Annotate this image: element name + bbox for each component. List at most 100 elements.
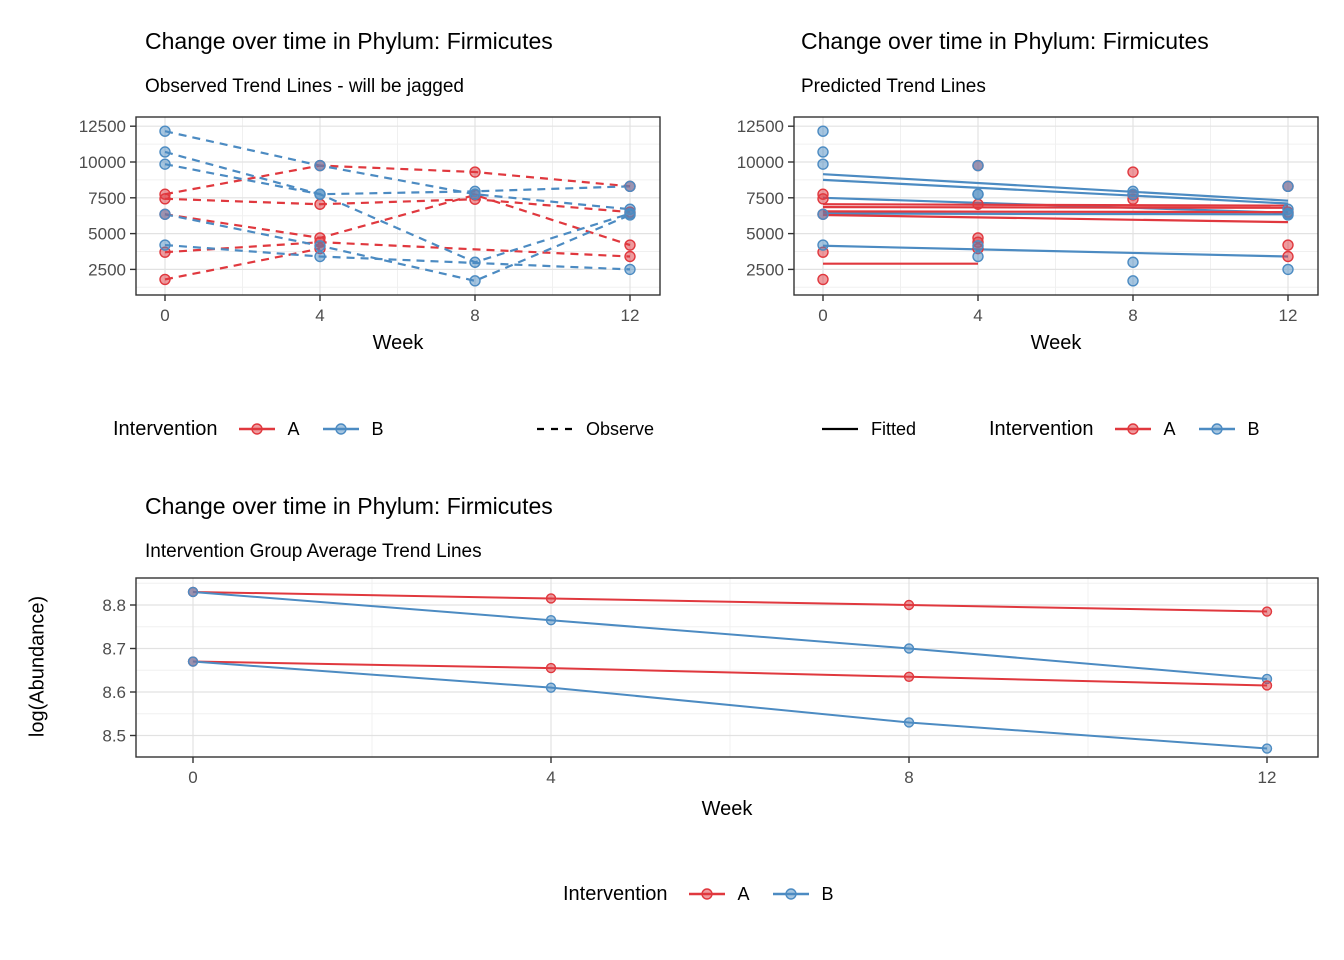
c2-point-a: [1127, 166, 1139, 178]
legend-label-b: B: [821, 883, 834, 904]
legend-label-b: B: [371, 418, 384, 439]
c2-x-tick-label: 0: [818, 306, 827, 325]
legend-label-b: B: [1247, 418, 1260, 439]
c2-trend-line-a: [822, 203, 1289, 207]
chart1-title: Change over time in Phylum: Firmicutes: [145, 28, 553, 54]
legend-title: Intervention: [989, 417, 1094, 440]
c2-point-a: [972, 198, 984, 210]
chart2-subtitle: Predicted Trend Lines: [801, 76, 986, 97]
c2-point-b: [1127, 256, 1139, 268]
c3-x-tick-label: 8: [904, 768, 913, 787]
c1-x-tick-label: 8: [470, 306, 479, 325]
c2-point-a: [1282, 250, 1294, 263]
c3-point-b: [545, 682, 557, 693]
legend-label-a: A: [737, 883, 750, 904]
c1-trend-line-b: [164, 150, 631, 196]
chart3-x-axis-title: Week: [701, 798, 753, 820]
c3-point-b: [187, 586, 199, 598]
c2-point-a: [817, 273, 829, 286]
legend-label-a: A: [1163, 418, 1176, 439]
chart1-linetype-legend: Observe: [536, 414, 654, 444]
c1-point-a: [624, 250, 636, 263]
c3-point-b: [1261, 743, 1273, 754]
chart2-color-legend: Intervention A B: [989, 414, 1260, 444]
c2-point-b: [972, 240, 984, 252]
c3-point-a: [1261, 606, 1273, 617]
legend-label-fitted: Fitted: [871, 418, 917, 439]
chart2-x-axis-title: Week: [1030, 332, 1082, 354]
c3-point-a: [903, 599, 915, 611]
c1-point-a: [469, 166, 481, 178]
c3-x-tick-label: 4: [546, 768, 555, 787]
legend-key-dashed-line-icon: [536, 419, 574, 439]
chart2-title: Change over time in Phylum: Firmicutes: [801, 28, 1209, 54]
c2-point-b: [817, 239, 829, 251]
c1-y-tick-label: 10000: [79, 153, 126, 172]
c3-trend-line-a: [192, 660, 1268, 687]
c2-panel: 0 4 8 12 2500 5000 7500 10000 12500: [737, 116, 1319, 325]
c2-trend-line-b: [822, 178, 1289, 205]
c1-point-b: [469, 256, 481, 268]
c3-trend-line-b: [192, 590, 1268, 680]
c1-point-b: [469, 275, 481, 287]
c3-point-a: [903, 671, 915, 682]
c1-point-b: [314, 250, 326, 263]
c2-trend-line-b: [822, 244, 1289, 258]
c3-point-a: [545, 593, 557, 604]
legend-title: Intervention: [563, 882, 668, 905]
c1-series: [159, 125, 636, 287]
chart3-title: Change over time in Phylum: Firmicutes: [145, 493, 553, 519]
c2-y-tick-label: 5000: [746, 225, 784, 244]
c1-trend-line-a: [164, 193, 631, 247]
c3-point-b: [903, 717, 915, 728]
c2-point-b: [817, 158, 829, 170]
c1-point-b: [624, 209, 636, 221]
c1-point-b: [314, 159, 326, 172]
chart3-y-axis-title: log(Abundance): [26, 595, 49, 738]
c3-x-tick-label: 12: [1258, 768, 1277, 787]
legend-key-b-icon: [322, 419, 360, 439]
legend-key-solid-line-icon: [821, 419, 859, 439]
c2-point-b: [1127, 275, 1139, 287]
legend-key-a-icon: [238, 419, 276, 439]
chart1-color-legend: Intervention A B: [113, 414, 406, 444]
c1-point-b: [624, 263, 636, 276]
chart1-x-axis-title: Week: [372, 332, 424, 354]
c2-x-tick-label: 12: [1279, 306, 1298, 325]
c3-x-tick-label: 0: [188, 768, 197, 787]
c2-point-b: [817, 125, 829, 137]
c1-point-a: [624, 239, 636, 251]
legend-label-observe: Observe: [586, 418, 655, 439]
c3-y-tick-label: 8.7: [102, 640, 126, 659]
c2-x-tick-label: 4: [973, 306, 982, 325]
c2-x-tick-label: 8: [1128, 306, 1137, 325]
legend-key-a-icon: [688, 884, 726, 904]
c3-point-a: [1261, 680, 1273, 691]
chart3-color-legend: Intervention A B: [563, 879, 834, 909]
c2-point-b: [972, 250, 984, 263]
c2-y-tick-label: 10000: [737, 153, 784, 172]
c2-series: [817, 125, 1294, 287]
c2-point-a: [1282, 239, 1294, 251]
c1-point-b: [159, 239, 171, 251]
c2-trend-line-b: [822, 173, 1289, 202]
c1-x-tick-label: 0: [160, 306, 169, 325]
c3-panel: 0 4 8 12 8.5 8.6 8.7 8.8: [102, 577, 1319, 787]
c2-point-b: [1127, 185, 1139, 198]
legend-title: Intervention: [113, 417, 218, 440]
c2-point-b: [972, 159, 984, 172]
legend-key-b-icon: [1198, 419, 1236, 439]
c1-x-tick-label: 4: [315, 306, 324, 325]
c1-point-b: [314, 240, 326, 252]
c3-point-b: [903, 643, 915, 654]
c3-series: [187, 586, 1273, 754]
c3-trend-line-a: [192, 590, 1268, 613]
c1-point-b: [624, 180, 636, 193]
legend-label-a: A: [287, 418, 300, 439]
c3-point-b: [187, 656, 199, 667]
c1-point-b: [159, 125, 171, 137]
legend-key-a-icon: [1114, 419, 1152, 439]
c2-trend-line-a: [822, 213, 1289, 224]
